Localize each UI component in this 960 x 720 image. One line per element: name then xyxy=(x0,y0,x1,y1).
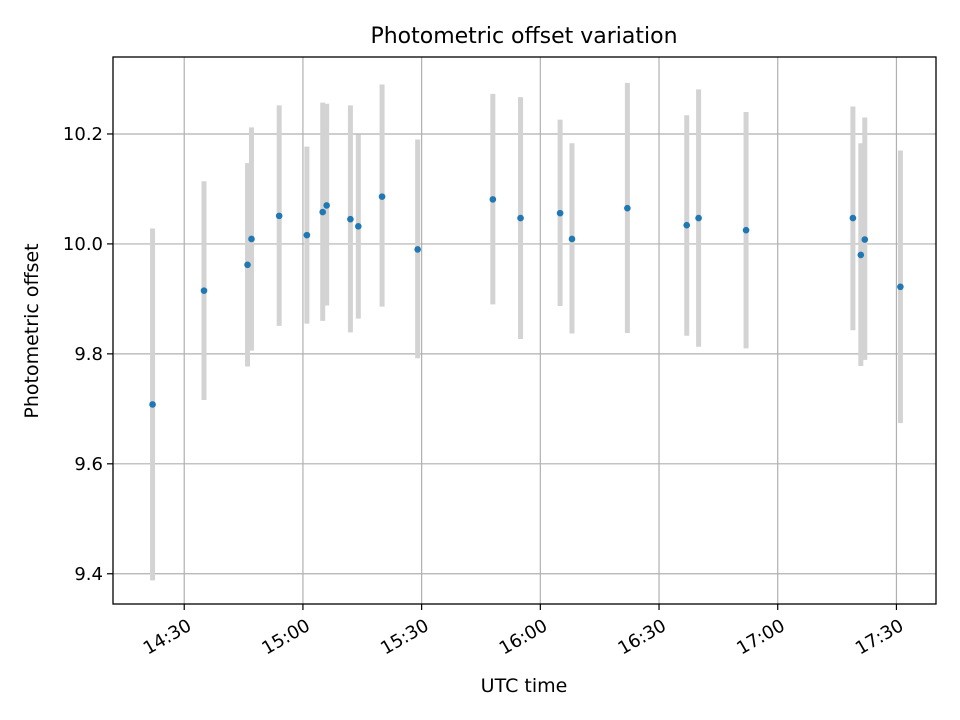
y-axis-ticks: 9.4 9.6 9.8 10.0 10.2 xyxy=(63,124,113,585)
x-tick-label: 14:30 xyxy=(140,615,195,659)
grid xyxy=(113,57,936,604)
data-point xyxy=(319,208,327,216)
data-point xyxy=(200,287,208,294)
data-point xyxy=(861,236,869,243)
x-tick-label: 15:30 xyxy=(377,615,432,659)
data-point xyxy=(568,235,576,243)
data-point xyxy=(897,283,904,291)
data-point xyxy=(556,209,564,217)
x-axis-label: UTC time xyxy=(481,675,568,697)
data-point xyxy=(248,235,255,243)
data-points xyxy=(149,193,904,408)
data-point xyxy=(378,193,386,200)
data-point xyxy=(624,204,631,212)
chart-title: Photometric offset variation xyxy=(370,24,677,49)
data-point xyxy=(857,251,865,259)
data-point xyxy=(323,202,330,209)
x-axis-ticks: 14:30 15:00 15:30 16:00 16:30 17:00 17:30 xyxy=(140,604,907,659)
data-point xyxy=(414,246,421,253)
data-point xyxy=(742,226,750,234)
data-point xyxy=(849,214,857,222)
y-tick-label: 9.8 xyxy=(74,344,103,365)
plot-frame xyxy=(112,56,937,605)
y-tick-label: 9.4 xyxy=(74,564,103,585)
error-bars xyxy=(150,82,903,581)
y-tick-label: 10.2 xyxy=(63,124,103,145)
data-point xyxy=(683,221,691,229)
x-tick-label: 16:00 xyxy=(496,615,551,659)
x-tick-label: 17:30 xyxy=(852,615,907,659)
data-point xyxy=(244,261,251,269)
data-point xyxy=(347,215,354,223)
x-tick-label: 15:00 xyxy=(258,615,313,659)
data-point xyxy=(355,223,362,230)
x-tick-label: 17:00 xyxy=(733,615,788,659)
data-point xyxy=(695,214,702,222)
x-tick-label: 16:30 xyxy=(615,615,670,659)
y-axis-label: Photometric offset xyxy=(21,243,43,418)
data-point xyxy=(303,231,311,239)
data-point xyxy=(149,401,156,408)
y-tick-label: 9.6 xyxy=(74,454,103,475)
data-point xyxy=(275,212,283,220)
y-tick-label: 10.0 xyxy=(63,234,103,255)
data-point xyxy=(517,214,524,222)
data-point xyxy=(489,196,497,203)
